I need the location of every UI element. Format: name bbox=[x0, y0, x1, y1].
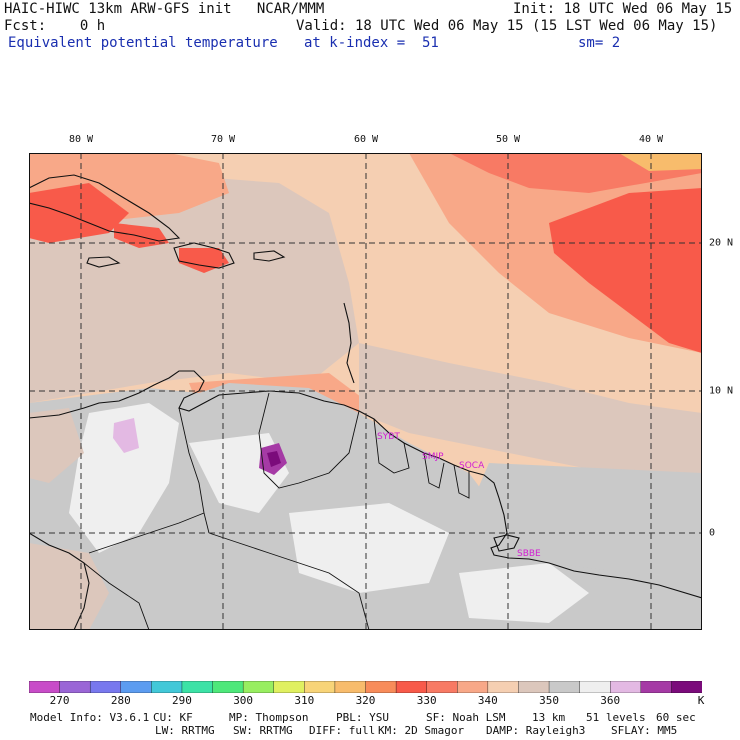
lon-label-70w: 70 W bbox=[210, 134, 236, 145]
model-info-sf: SF: Noah LSM bbox=[426, 711, 506, 724]
model-info-timestep: 60 sec bbox=[656, 711, 696, 724]
lon-label-80w: 80 W bbox=[68, 134, 94, 145]
colorbar-tick-label: 330 bbox=[416, 694, 437, 707]
model-info-mp: MP: Thompson bbox=[229, 711, 309, 724]
colorbar-tick-label: 360 bbox=[600, 694, 621, 707]
colorbar-tick-label: 320 bbox=[355, 694, 376, 707]
colorbar-swatch bbox=[579, 681, 611, 693]
field-fill-cuba bbox=[29, 183, 129, 243]
field-fill-hispaniola bbox=[179, 248, 229, 273]
model-info-km: KM: 2D Smagor bbox=[378, 724, 465, 737]
model-info-sw: SW: RRTMG bbox=[233, 724, 293, 737]
forecast-hour: Fcst: 0 h bbox=[4, 18, 106, 34]
colorbar-swatch bbox=[212, 681, 244, 693]
k-index-label: at k-index = 51 bbox=[304, 35, 439, 51]
colorbar-swatch bbox=[487, 681, 520, 693]
colorbar-swatch bbox=[426, 681, 458, 693]
model-info-version: Model Info: V3.6.1 bbox=[30, 711, 150, 724]
station-label-sbbe: SBBE bbox=[517, 549, 541, 559]
colorbar-swatch bbox=[395, 681, 428, 693]
colorbar-swatch bbox=[518, 681, 550, 693]
lon-label-60w: 60 W bbox=[353, 134, 379, 145]
model-info-damp: DAMP: Rayleigh3 bbox=[486, 724, 586, 737]
map-frame bbox=[29, 153, 702, 630]
model-title: HAIC-HIWC 13km ARW-GFS init NCAR/MMM bbox=[4, 1, 325, 17]
colorbar-swatch bbox=[242, 681, 275, 693]
colorbar-tick-label: 300 bbox=[233, 694, 254, 707]
field-fill-low-theta-andes bbox=[113, 418, 139, 453]
colorbar-tick-label: 310 bbox=[294, 694, 315, 707]
colorbar-unit: K bbox=[697, 694, 705, 707]
field-fill-pacific-north bbox=[29, 408, 84, 483]
coastlines bbox=[29, 174, 702, 630]
colorbar-swatch bbox=[181, 681, 214, 693]
model-info-cu: CU: KF bbox=[153, 711, 193, 724]
theta-e-map: SYBT SMJP SOCA SBBE bbox=[29, 153, 702, 630]
colorbar-swatch bbox=[59, 681, 91, 693]
field-fill-pacific-south bbox=[29, 543, 109, 630]
valid-time: Valid: 18 UTC Wed 06 May 15 (15 LST Wed … bbox=[296, 18, 718, 34]
colorbar-swatch bbox=[151, 681, 183, 693]
colorbar-tick-label: 290 bbox=[172, 694, 192, 707]
field-fill-para bbox=[459, 563, 589, 623]
colorbar-swatch bbox=[610, 681, 642, 693]
colorbar-swatch bbox=[640, 681, 673, 693]
field-fill-cuba-east bbox=[114, 223, 169, 248]
model-info-resolution: 13 km bbox=[532, 711, 566, 724]
field-fill-andes-north bbox=[69, 403, 179, 553]
lat-label-equator: 0 bbox=[709, 527, 716, 539]
model-info-pbl: PBL: YSU bbox=[336, 711, 389, 724]
field-fill-equatorial-band bbox=[359, 343, 702, 483]
colorbar-swatch bbox=[548, 681, 581, 693]
colorbar-tick-label: 270 bbox=[49, 694, 70, 707]
colorbar-tick-label: 340 bbox=[477, 694, 498, 707]
station-label-sybt: SYBT bbox=[377, 432, 400, 442]
lon-label-40w: 40 W bbox=[638, 134, 664, 145]
colorbar-swatch bbox=[671, 681, 702, 693]
colorbar-swatch bbox=[29, 681, 61, 693]
colorbar-swatch bbox=[304, 681, 336, 693]
lon-label-50w: 50 W bbox=[495, 134, 521, 145]
init-time: Init: 18 UTC Wed 06 May 15 bbox=[513, 1, 733, 17]
station-label-smjp: SMJP bbox=[422, 452, 444, 462]
model-info-levels: 51 levels bbox=[586, 711, 646, 724]
station-label-soca: SOCA bbox=[459, 461, 485, 471]
model-info-lw: LW: RRTMG bbox=[155, 724, 215, 737]
colorbar-swatch bbox=[89, 681, 122, 693]
colorbar-swatch bbox=[365, 681, 397, 693]
field-fill-east-peak bbox=[619, 153, 702, 171]
lat-label-10n: 10 N bbox=[709, 385, 734, 397]
field-fill-amazon bbox=[289, 503, 449, 593]
colorbar bbox=[29, 681, 702, 693]
smoothing-label: sm= 2 bbox=[578, 35, 621, 51]
lat-label-20n: 20 N bbox=[709, 237, 734, 249]
lat-lon-grid bbox=[29, 153, 702, 630]
colorbar-tick-label: 350 bbox=[539, 694, 559, 707]
model-info-diff: DIFF: full bbox=[309, 724, 376, 737]
field-name: Equivalent potential temperature bbox=[8, 35, 278, 51]
colorbar-swatch bbox=[273, 681, 306, 693]
colorbar-swatch bbox=[457, 681, 489, 693]
colorbar-swatch bbox=[334, 681, 367, 693]
colorbar-swatch bbox=[120, 681, 153, 693]
colorbar-tick-label: 280 bbox=[110, 694, 131, 707]
field-fill-lowest-theta bbox=[267, 451, 281, 467]
field-fill-east-core bbox=[549, 188, 702, 353]
model-info-sflay: SFLAY: MM5 bbox=[611, 724, 678, 737]
